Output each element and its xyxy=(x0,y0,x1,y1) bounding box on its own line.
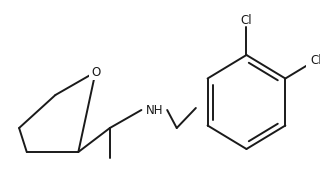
Text: O: O xyxy=(91,65,100,78)
Text: Cl: Cl xyxy=(310,54,320,67)
Text: NH: NH xyxy=(146,103,163,116)
Text: Cl: Cl xyxy=(241,15,252,28)
